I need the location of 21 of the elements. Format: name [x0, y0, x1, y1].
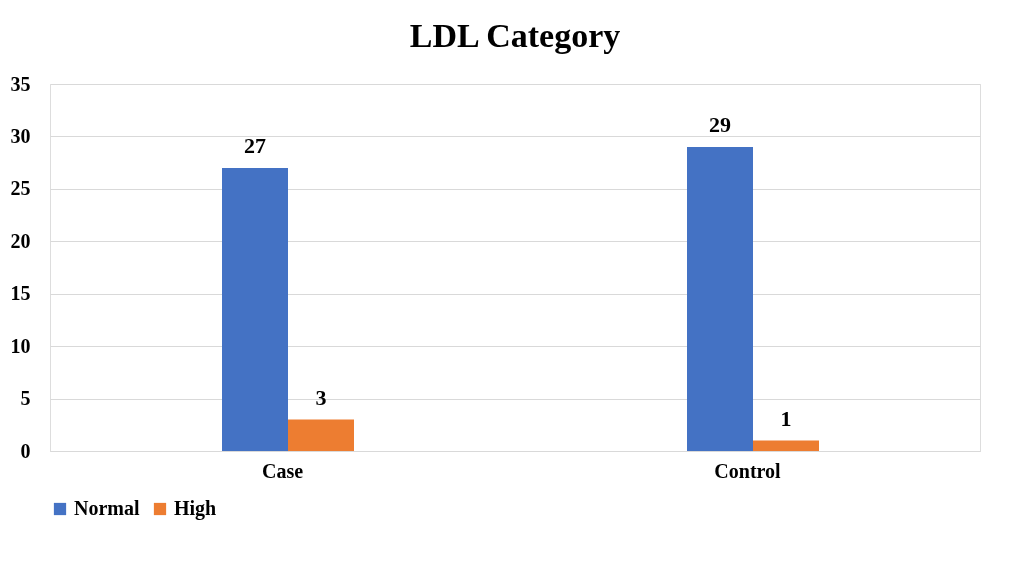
bar — [753, 440, 819, 451]
y-tick-label: 10 — [10, 334, 31, 357]
x-tick-label: Case — [261, 459, 304, 482]
y-tick-label: 20 — [10, 229, 31, 252]
legend-label: High — [174, 497, 217, 520]
data-label: 29 — [709, 111, 731, 137]
y-tick-label: 0 — [20, 439, 31, 462]
bar — [288, 419, 354, 451]
data-label: 1 — [780, 405, 792, 431]
y-tick-label: 25 — [10, 177, 31, 200]
bar — [222, 167, 288, 451]
y-tick-label: 35 — [10, 72, 31, 95]
data-label: 27 — [244, 132, 266, 158]
chart-title: LDL Category — [409, 17, 621, 54]
legend-label: Normal — [74, 497, 140, 519]
bar — [687, 146, 753, 451]
data-label: 3 — [315, 384, 327, 410]
y-tick-label: 15 — [10, 282, 31, 305]
y-tick-label: 5 — [20, 387, 31, 410]
x-tick-label: Control — [714, 459, 782, 482]
y-tick-label: 30 — [10, 124, 31, 147]
